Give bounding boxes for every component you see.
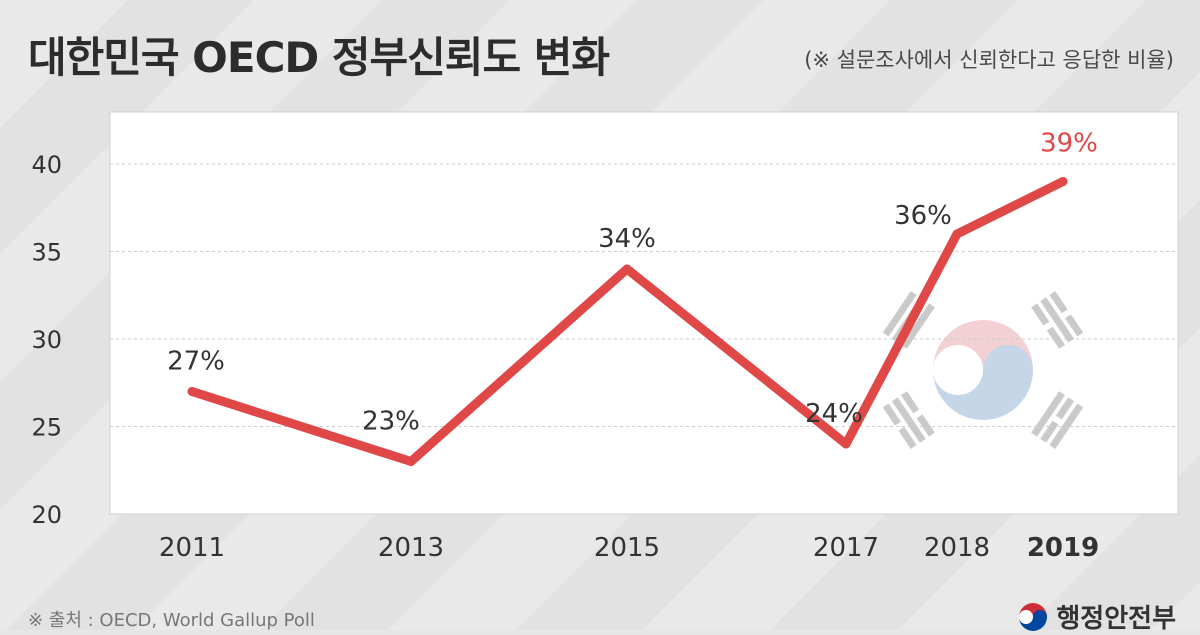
y-tick-label: 25 — [31, 414, 62, 442]
y-tick-label: 40 — [31, 151, 62, 179]
data-point — [622, 264, 632, 274]
data-label: 24% — [805, 399, 863, 429]
y-tick-label: 35 — [31, 239, 62, 267]
ministry-name: 행정안전부 — [1056, 604, 1176, 634]
data-label: 39% — [1040, 129, 1098, 159]
data-point — [1058, 177, 1068, 186]
data-label: 36% — [894, 201, 952, 231]
x-tick-label: 2017 — [813, 533, 879, 563]
government-emblem-icon — [1019, 602, 1048, 631]
data-label: 34% — [598, 224, 656, 254]
x-tick-label: 2015 — [594, 533, 660, 563]
x-tick-label: 2011 — [159, 533, 225, 563]
data-point — [952, 229, 962, 239]
page-subtitle: (※ 설문조사에서 신뢰한다고 응답한 비율) — [804, 48, 1174, 72]
x-tick-label: 2013 — [378, 533, 444, 563]
ministry-logo: 행정안전부 — [1018, 598, 1176, 635]
plot-area — [109, 111, 1179, 515]
x-tick-label: 2019 — [1027, 533, 1099, 563]
page-title: 대한민국 OECD 정부신뢰도 변화 — [28, 33, 610, 82]
data-point — [841, 439, 851, 449]
series-line — [187, 177, 1068, 466]
source-note: ※ 출처 : OECD, World Gallup Poll — [28, 610, 315, 631]
data-label: 23% — [362, 407, 420, 437]
y-tick-label: 20 — [31, 501, 62, 529]
korean-flag-icon — [833, 270, 1133, 470]
y-tick-label: 30 — [31, 326, 62, 354]
data-point — [406, 457, 416, 466]
data-label: 27% — [167, 347, 225, 377]
data-point — [187, 387, 197, 396]
x-tick-label: 2018 — [924, 533, 990, 563]
